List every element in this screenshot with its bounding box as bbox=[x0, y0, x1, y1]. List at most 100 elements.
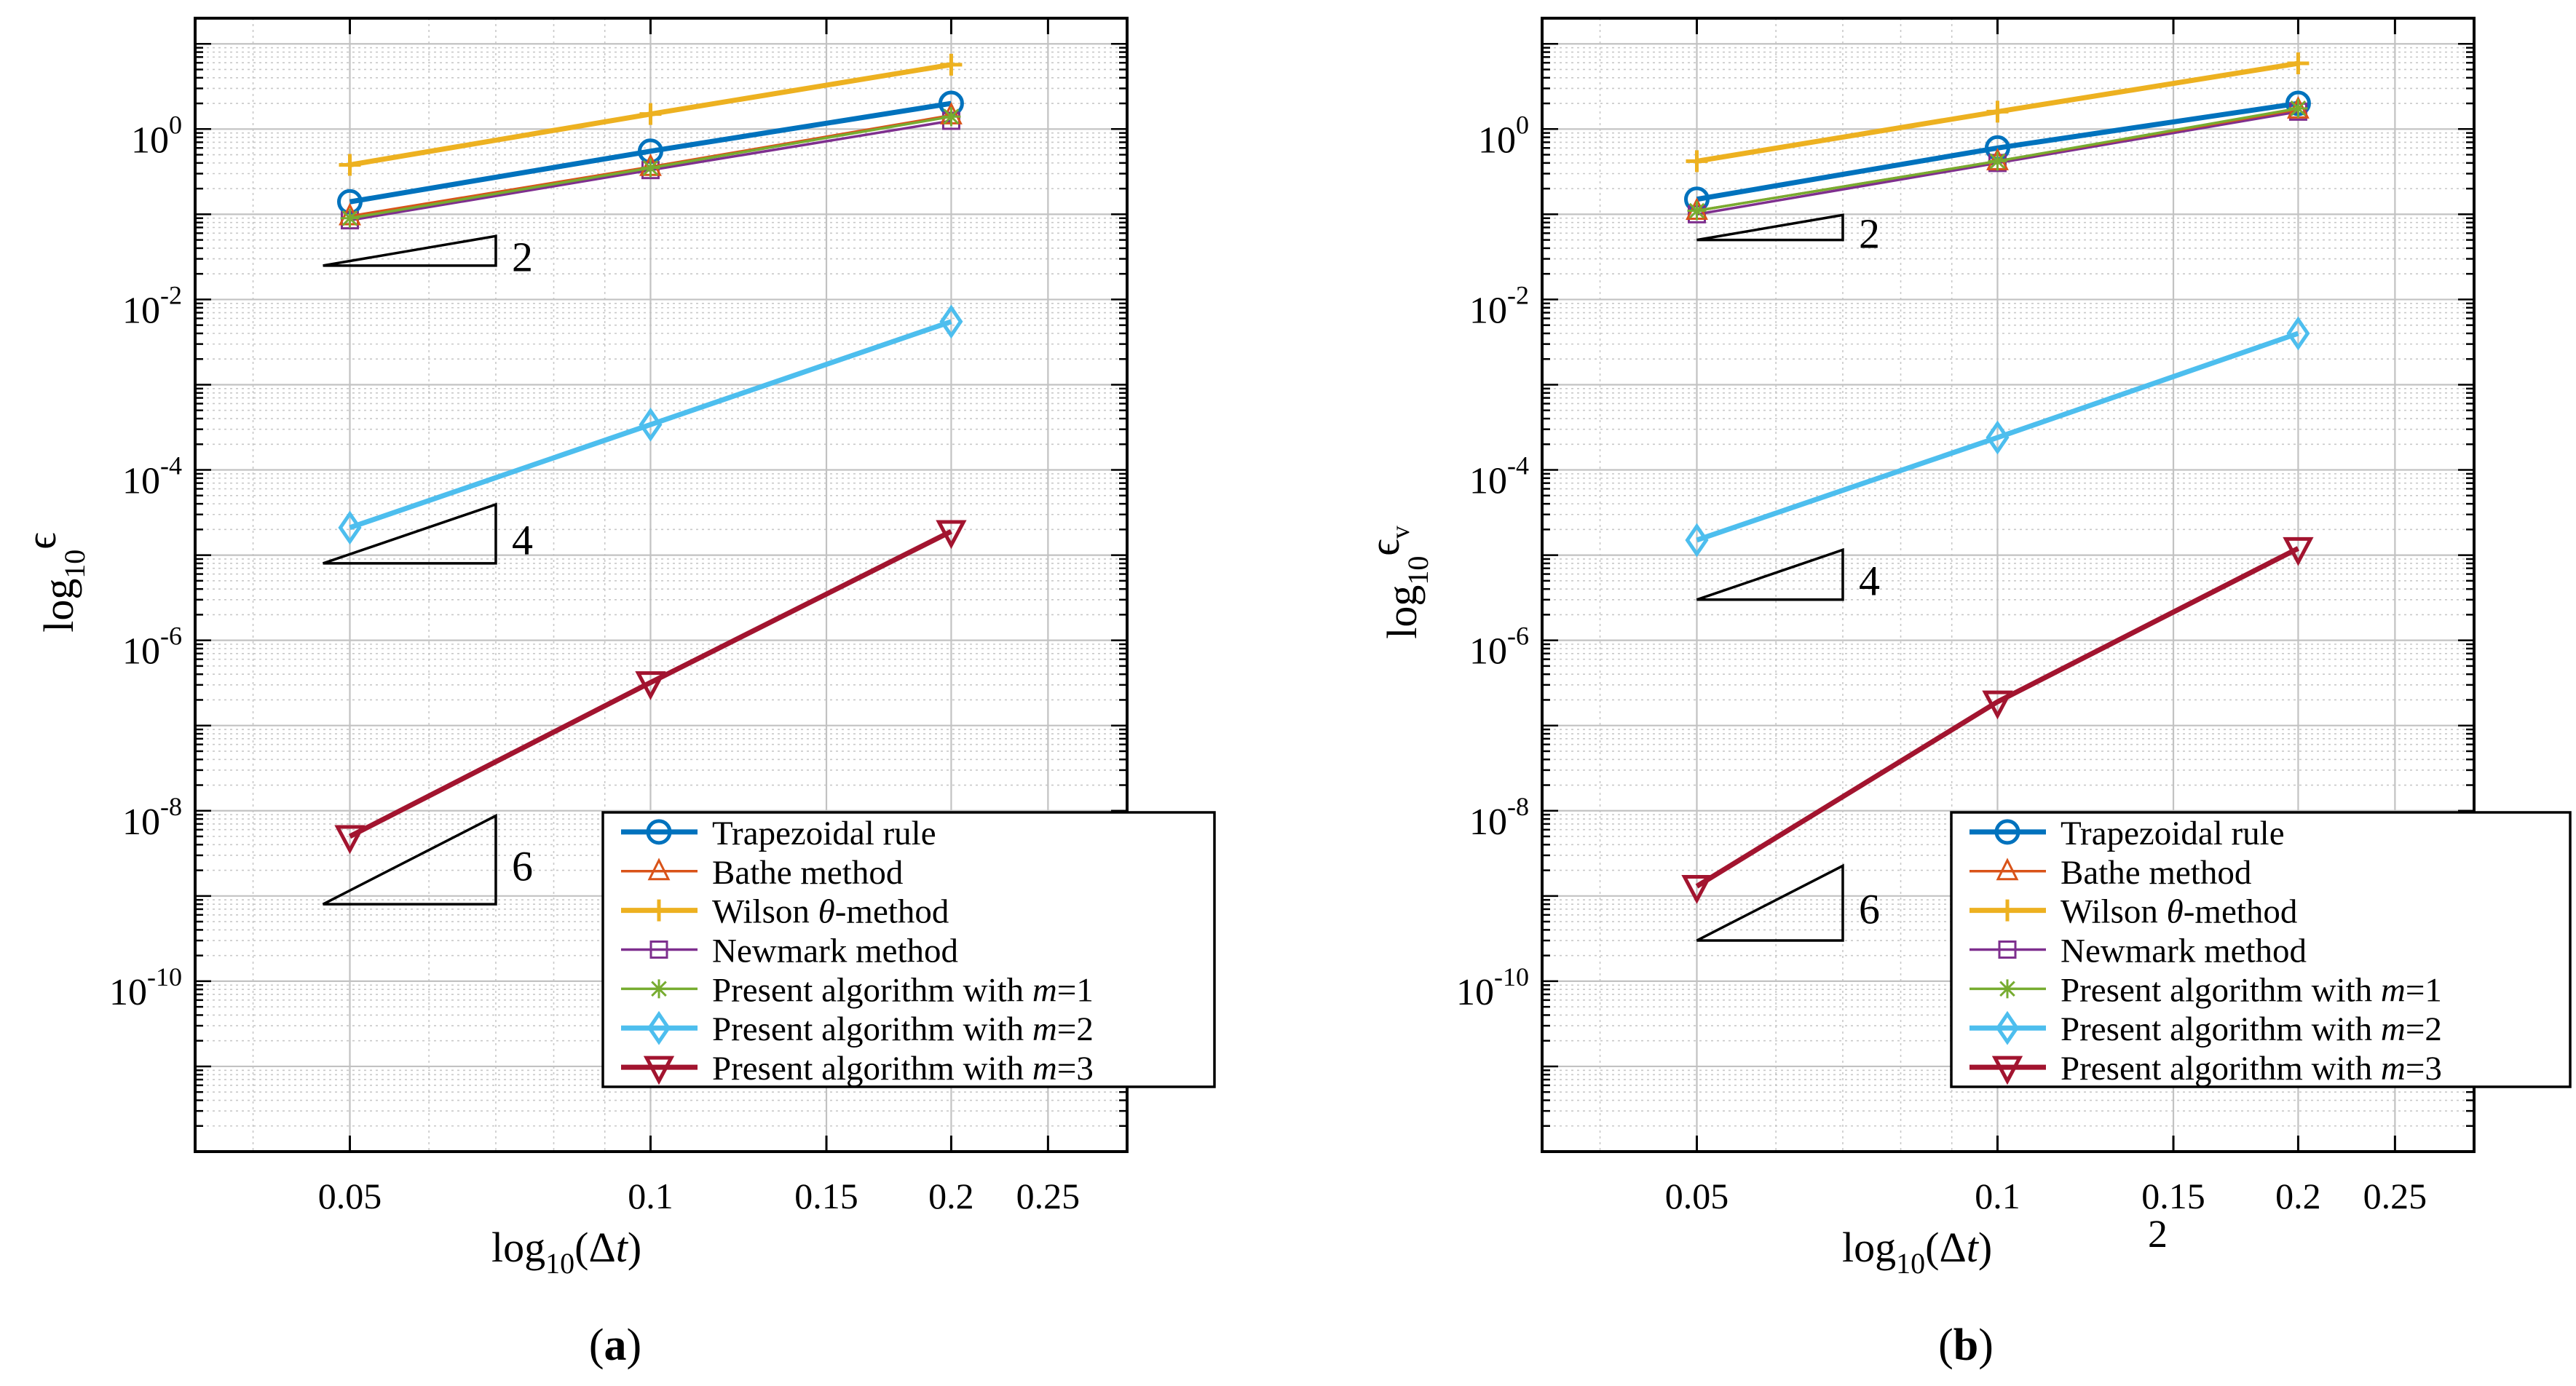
y-axis-label-log: log bbox=[1378, 585, 1426, 639]
legend-label: Present algorithm with m=2 bbox=[712, 1010, 1094, 1048]
x-tick-label: 0.15 bbox=[2141, 1176, 2205, 1216]
y-axis-label-eps: ϵ bbox=[17, 532, 65, 549]
y-tick-label-base: 10 bbox=[131, 119, 169, 161]
data-point bbox=[2288, 98, 2308, 118]
panel-label-close: ) bbox=[627, 1320, 642, 1370]
legend-entry: Present algorithm with m=1 bbox=[621, 971, 1094, 1009]
legend-label: Wilson θ-method bbox=[712, 893, 949, 931]
y-tick-label-base: 10 bbox=[1456, 972, 1494, 1013]
slope-triangle-label: 2 bbox=[1859, 210, 1880, 257]
x-tick-label: 0.15 bbox=[794, 1176, 858, 1216]
legend-entry: Present algorithm with m=3 bbox=[621, 1050, 1094, 1088]
series-present-algorithm-with-m-3 bbox=[334, 520, 967, 855]
legend-label: Present algorithm with m=3 bbox=[2061, 1050, 2442, 1088]
slope-triangle bbox=[323, 234, 497, 267]
data-point bbox=[635, 671, 666, 700]
legend-entry: Newmark method bbox=[1969, 932, 2307, 970]
y-axis-label-sub: 10 bbox=[1402, 556, 1434, 585]
legend-label-prefix: Present algorithm with bbox=[712, 971, 1032, 1009]
legend-label-suffix: -method bbox=[2184, 893, 2298, 931]
y-axis-label-sub: 10 bbox=[58, 550, 91, 579]
data-point bbox=[1988, 151, 2007, 171]
y-axis-label-eps: ϵ bbox=[1361, 539, 1408, 555]
legend-label-suffix: =2 bbox=[1057, 1010, 1094, 1048]
data-point bbox=[1681, 874, 1712, 904]
y-axis-label-group: log10ϵv bbox=[1361, 526, 1434, 639]
legend-label-suffix: =3 bbox=[2406, 1050, 2442, 1088]
x-axis-label-log: log bbox=[491, 1224, 545, 1271]
legend-label-var: m bbox=[1032, 1050, 1057, 1088]
slope-triangle bbox=[1696, 863, 1844, 942]
y-tick-label-exponent: -2 bbox=[160, 280, 182, 309]
legend-label: Trapezoidal rule bbox=[712, 815, 936, 852]
data-point bbox=[1687, 201, 1707, 221]
y-tick-label-base: 10 bbox=[1469, 801, 1507, 843]
series-present-algorithm-with-m-2 bbox=[338, 304, 963, 545]
data-point bbox=[941, 107, 961, 127]
y-tick-label-base: 10 bbox=[122, 461, 160, 502]
y-tick-label-exponent: 0 bbox=[169, 110, 182, 139]
data-point bbox=[2286, 316, 2310, 351]
y-tick-label: 10-10 bbox=[109, 962, 182, 1013]
legend-label-var: m bbox=[1032, 1010, 1057, 1048]
y-tick-label-base: 10 bbox=[1478, 119, 1516, 161]
slope-triangle-label: 2 bbox=[512, 234, 533, 281]
data-point bbox=[639, 103, 662, 125]
data-point bbox=[940, 53, 963, 76]
y-axis-label: log10ϵ bbox=[17, 532, 91, 633]
slope-triangle bbox=[1696, 213, 1844, 242]
data-point bbox=[641, 158, 660, 178]
y-tick-label-base: 10 bbox=[1469, 631, 1507, 673]
legend-marker bbox=[1996, 899, 2018, 922]
legend-marker bbox=[647, 858, 671, 881]
y-tick-label: 10-6 bbox=[122, 622, 182, 673]
y-tick-label: 10-6 bbox=[1469, 622, 1529, 673]
legend-entry: Trapezoidal rule bbox=[1969, 815, 2285, 852]
legend-entry: Newmark method bbox=[621, 932, 958, 970]
x-axis-label-delta: (Δ bbox=[1925, 1224, 1967, 1271]
legend-marker bbox=[1996, 858, 2019, 881]
legend-label-prefix: Trapezoidal rule bbox=[712, 815, 936, 852]
legend-label-var: m bbox=[2381, 1010, 2406, 1048]
data-point bbox=[639, 407, 663, 442]
x-tick-label: 0.1 bbox=[628, 1176, 673, 1216]
y-tick-label-exponent: -2 bbox=[1507, 280, 1529, 309]
legend-label-suffix: =2 bbox=[2406, 1010, 2442, 1048]
x-axis-label-close: ) bbox=[628, 1224, 641, 1271]
x-tick-label: 0.2 bbox=[928, 1176, 974, 1216]
data-point bbox=[1986, 100, 2009, 123]
legend-label-suffix: -method bbox=[835, 893, 949, 931]
slope-triangle bbox=[323, 502, 497, 565]
x-tick-label: 0.05 bbox=[318, 1176, 382, 1216]
slope-triangle-label: 6 bbox=[1859, 886, 1880, 933]
x-tick-label: 0.25 bbox=[1016, 1176, 1080, 1216]
series-line bbox=[1696, 330, 2299, 543]
legend-marker bbox=[1994, 819, 2020, 845]
legend-box bbox=[601, 811, 1216, 1088]
panel-label-open: ( bbox=[589, 1320, 604, 1370]
legend-label-suffix: =3 bbox=[1057, 1050, 1094, 1088]
series-present-algorithm-with-m-3 bbox=[1681, 536, 2314, 904]
x-axis-label-delta: (Δ bbox=[574, 1224, 616, 1271]
y-tick-label-base: 10 bbox=[122, 631, 160, 673]
series-present-algorithm-with-m-2 bbox=[1685, 316, 2310, 558]
legend-entry: Bathe method bbox=[621, 854, 903, 892]
legend-label: Trapezoidal rule bbox=[2061, 815, 2285, 852]
y-tick-label-base: 10 bbox=[122, 801, 160, 843]
y-tick-label: 10-4 bbox=[122, 451, 182, 502]
legend-marker bbox=[1998, 940, 2017, 959]
legend-label-var: m bbox=[2381, 971, 2406, 1009]
y-tick-label: 10-8 bbox=[1469, 792, 1529, 843]
legend-entry: Present algorithm with m=2 bbox=[1969, 1010, 2442, 1048]
y-tick-label: 10-2 bbox=[122, 280, 182, 331]
legend-label-prefix: Newmark method bbox=[712, 932, 958, 970]
legend-marker bbox=[649, 940, 668, 959]
x-tick-label: 0.1 bbox=[1975, 1176, 2020, 1216]
series-present-algorithm-with-m-1 bbox=[340, 107, 961, 228]
x-axis-label: log10(Δt) bbox=[1842, 1224, 1992, 1280]
slope-triangle-label: 4 bbox=[1859, 558, 1880, 605]
x-axis-label-var: t bbox=[1967, 1224, 1980, 1271]
